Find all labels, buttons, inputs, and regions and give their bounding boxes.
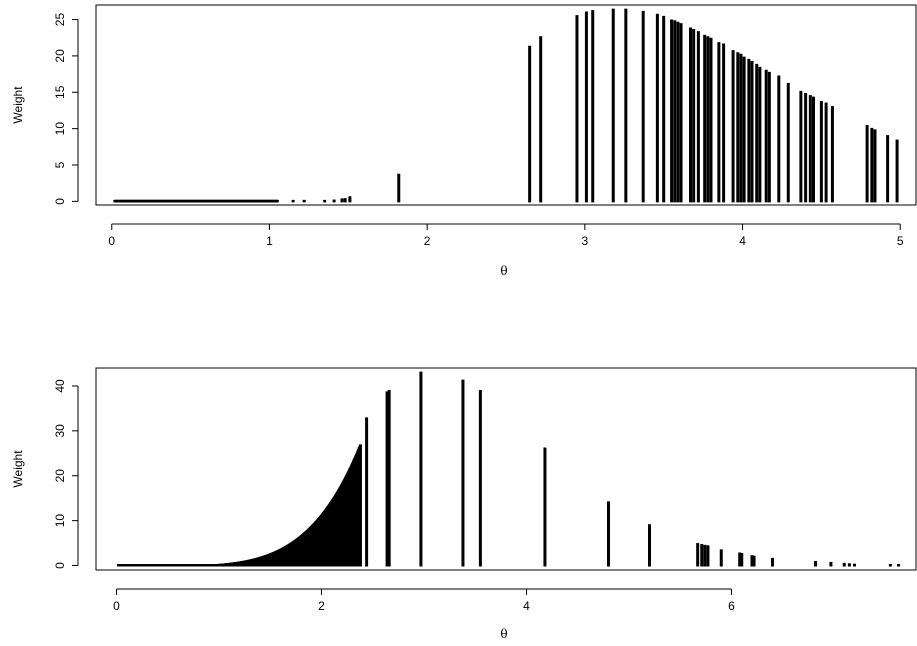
y-axis-label: Weight — [11, 450, 25, 488]
y-tick-label: 5 — [53, 161, 67, 168]
top-weight-plot: 0 1 2 3 4 5 0 5 10 15 20 25 Weight θ — [11, 4, 917, 278]
x-tick-label: 3 — [582, 234, 589, 248]
x-tick-label: 0 — [113, 599, 120, 613]
y-tick-label: 0 — [53, 198, 67, 205]
weight-spikes — [117, 371, 901, 567]
y-tick-label: 10 — [53, 514, 67, 528]
weight-spikes — [113, 8, 899, 203]
plot-frame — [95, 367, 917, 571]
x-tick-label: 2 — [424, 234, 431, 248]
plot-frame — [95, 4, 917, 206]
x-tick-label: 1 — [266, 234, 273, 248]
x-tick-label: 6 — [728, 599, 735, 613]
y-axis-label: Weight — [11, 86, 25, 124]
y-tick-label: 0 — [53, 562, 67, 569]
x-tick-label: 2 — [318, 599, 325, 613]
y-tick-label: 20 — [53, 49, 67, 63]
axes: 0 1 2 3 4 5 0 5 10 15 20 25 — [53, 13, 904, 248]
y-tick-label: 10 — [53, 122, 67, 136]
x-axis-label: θ — [500, 627, 507, 641]
x-tick-label: 4 — [523, 599, 530, 613]
x-tick-label: 5 — [897, 234, 904, 248]
x-tick-label: 4 — [739, 234, 746, 248]
bottom-weight-plot: 0 2 4 6 0 10 20 30 40 Weight θ — [11, 367, 917, 641]
axes: 0 2 4 6 0 10 20 30 40 — [53, 379, 735, 613]
y-tick-label: 20 — [53, 469, 67, 483]
y-tick-label: 30 — [53, 424, 67, 438]
x-axis-label: θ — [500, 264, 507, 278]
y-tick-label: 25 — [53, 13, 67, 27]
y-tick-label: 15 — [53, 85, 67, 99]
x-tick-label: 0 — [108, 234, 115, 248]
y-tick-label: 40 — [53, 379, 67, 393]
